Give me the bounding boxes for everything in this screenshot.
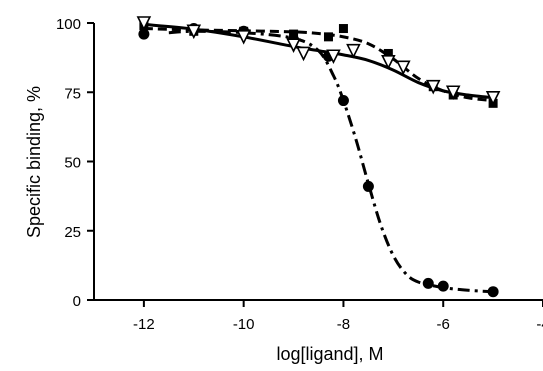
triangle-point [136,16,152,31]
fit-curve-1 [168,29,494,294]
triangle-point [286,38,301,53]
x-axis-title: log[ligand], M [276,344,383,364]
y-axis-title: Specific binding, % [24,86,44,238]
circle-point [487,286,499,298]
y-tick-label: 75 [64,85,81,102]
circle-point [337,95,349,107]
circle-point [422,277,434,289]
triangle-point [445,85,461,101]
square-point [383,48,393,58]
x-tick-label: -10 [233,316,255,333]
triangle-point [186,24,202,40]
triangle-point [236,30,251,45]
circle-point [362,180,374,192]
triangle-point [326,49,341,65]
triangle-point [425,79,441,95]
triangle-point [381,54,396,70]
fit-curves [143,22,494,294]
circle-point [138,28,150,40]
triangle-point [296,46,311,62]
square-point [289,29,299,39]
triangle-point [346,43,361,59]
x-tick-label: -6 [437,316,450,333]
x-tick-label: -4 [536,316,543,333]
triangle-point [396,60,411,76]
circle-point [437,280,449,292]
y-tick-label: 25 [64,224,81,241]
data-points [136,16,501,298]
square-point [338,24,348,34]
y-axis-ticks: 0 25 50 75 100 [56,16,94,310]
y-tick-label: 50 [64,155,81,172]
y-tick-label: 100 [56,16,81,33]
square-point [323,32,333,42]
x-axis-ticks: -12 -10 -8 -6 -4 [133,300,543,333]
x-tick-label: -12 [133,316,155,333]
y-tick-label: 0 [73,293,81,310]
triangle-point [485,90,501,106]
x-tick-label: -8 [337,316,350,333]
